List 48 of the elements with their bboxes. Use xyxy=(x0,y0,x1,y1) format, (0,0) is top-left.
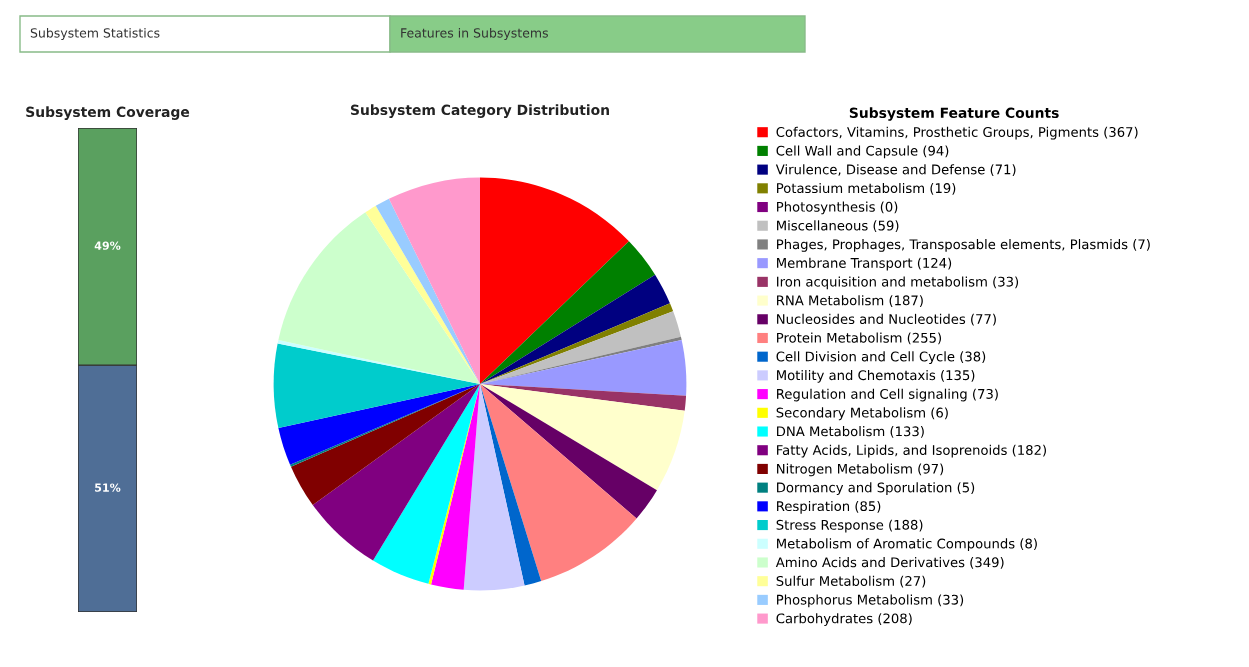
pie-slice xyxy=(463,384,525,591)
legend-label: Nitrogen Metabolism (97) xyxy=(777,463,944,477)
legend-label: Iron acquisition and metabolism (33) xyxy=(777,276,1019,290)
legend-label: Secondary Metabolism (6) xyxy=(776,407,948,421)
text: Subsystem Statistics xyxy=(30,27,160,41)
text: Features in Subsystems xyxy=(401,27,548,41)
legend-label: Amino Acids and Derivatives (349) xyxy=(775,557,1004,569)
pie-slice xyxy=(480,384,637,582)
legend-label: Phages, Prophages, Transposable elements, Plasmids (7) xyxy=(777,239,1150,252)
legend-label: DNA Metabolism (133) xyxy=(777,426,924,438)
legend-label: RNA Metabolism (187) xyxy=(777,295,923,307)
legend-label: Protein Metabolism (255) xyxy=(777,332,941,345)
legend-label: Cell Division and Cell Cycle (38) xyxy=(776,351,986,365)
legend-label: Phosphorus Metabolism (33) xyxy=(777,594,964,608)
pie-slice xyxy=(480,241,656,384)
legend-label: Dormancy and Sporulation (5) xyxy=(777,482,975,495)
pie-slice xyxy=(480,384,657,519)
pie-slice xyxy=(273,343,480,429)
pie-slice xyxy=(388,177,480,384)
legend-label: Virulence, Disease and Defense (71) xyxy=(775,164,1016,176)
legend-label: Respiration (85) xyxy=(777,500,881,514)
legend-label: Metabolism of Aromatic Compounds (8) xyxy=(777,538,1037,552)
pie-slice xyxy=(373,384,480,584)
pie-slice xyxy=(312,384,480,561)
legend-label: Membrane Transport (124) xyxy=(777,257,952,271)
legend-label: Regulation and Cell signaling (73) xyxy=(777,388,998,402)
pie-slice xyxy=(278,212,480,384)
chart-title: Subsystem Coverage xyxy=(26,106,190,120)
chart-title: Subsystem Category Distribution xyxy=(350,104,609,118)
data-label: 51% xyxy=(95,483,121,492)
pie-slice xyxy=(480,274,670,384)
legend-label: Sulfur Metabolism (27) xyxy=(776,575,926,588)
legend-label: Fatty Acids, Lipids, and Isoprenoids (182) xyxy=(777,444,1046,458)
legend-title: Subsystem Feature Counts xyxy=(849,107,1059,121)
legend-label: Stress Response (188) xyxy=(776,519,923,533)
legend-label: Carbohydrates (208) xyxy=(776,613,912,626)
legend-label: Miscellaneous (59) xyxy=(777,220,899,233)
legend-label: Cell Wall and Capsule (94) xyxy=(776,145,949,159)
pie-slice xyxy=(480,384,685,491)
legend-label: Potassium metabolism (19) xyxy=(777,182,956,195)
data-label: 49% xyxy=(94,241,121,250)
legend-label: Nucleosides and Nucleotides (77) xyxy=(777,313,996,326)
legend-label: Motility and Chemotaxis (135) xyxy=(777,369,975,383)
pie-slice xyxy=(480,339,687,396)
pie-slice xyxy=(480,177,629,384)
legend-label: Photosynthesis (0) xyxy=(777,201,898,215)
pie-slice xyxy=(290,384,480,505)
legend-label: Cofactors, Vitamins, Prosthetic Groups, Pigments (367) xyxy=(776,126,1138,140)
